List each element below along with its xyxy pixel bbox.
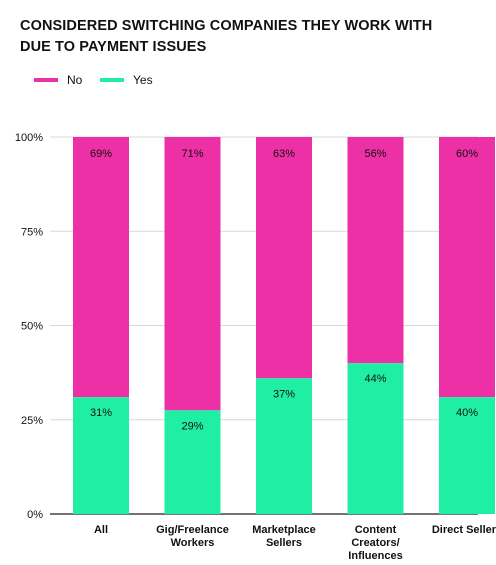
legend-label-yes: Yes <box>133 73 153 87</box>
legend-swatch-yes <box>100 78 124 82</box>
bar-segment-yes <box>73 397 129 514</box>
bar-segment-no <box>256 137 312 379</box>
category-label: Influences <box>348 550 402 562</box>
category-label: Workers <box>171 537 215 549</box>
category-label: Direct Sellers <box>432 524 496 536</box>
bar-segment-no <box>164 137 221 411</box>
bar-segment-yes <box>347 363 404 514</box>
y-tick-label: 25% <box>21 415 43 427</box>
legend-item-no: No <box>34 73 82 87</box>
category-label: All <box>94 524 108 536</box>
bar-segment-no <box>347 137 404 364</box>
bar-segment-no <box>439 137 495 398</box>
y-tick-label: 75% <box>21 226 43 238</box>
category-label: Content <box>355 524 397 536</box>
category-label: Marketplace <box>252 524 316 536</box>
y-tick-label: 100% <box>15 132 43 144</box>
data-label-no: 69% <box>90 148 112 160</box>
data-label-yes: 40% <box>456 407 478 419</box>
bar-segment-yes <box>164 410 221 514</box>
data-label-no: 60% <box>456 148 478 160</box>
legend-item-yes: Yes <box>100 73 153 87</box>
bar-segment-yes <box>256 378 312 514</box>
data-label-yes: 29% <box>181 420 203 432</box>
data-label-yes: 31% <box>90 407 112 419</box>
category-label: Sellers <box>266 537 302 549</box>
category-label: Gig/Freelance <box>156 524 229 536</box>
bar-segment-no <box>73 137 129 398</box>
data-label-no: 71% <box>181 148 203 160</box>
data-label-no: 56% <box>364 148 386 160</box>
legend-label-no: No <box>67 73 83 87</box>
chart-title: CONSIDERED SWITCHING COMPANIES THEY WORK… <box>20 18 433 55</box>
y-tick-label: 0% <box>27 509 43 521</box>
data-label-yes: 44% <box>364 373 386 385</box>
data-label-no: 63% <box>273 148 295 160</box>
data-label-yes: 37% <box>273 388 295 400</box>
category-label: Creators/ <box>351 537 399 549</box>
legend-swatch-no <box>34 78 58 82</box>
bar-segment-yes <box>439 397 495 514</box>
y-tick-label: 50% <box>21 321 43 333</box>
